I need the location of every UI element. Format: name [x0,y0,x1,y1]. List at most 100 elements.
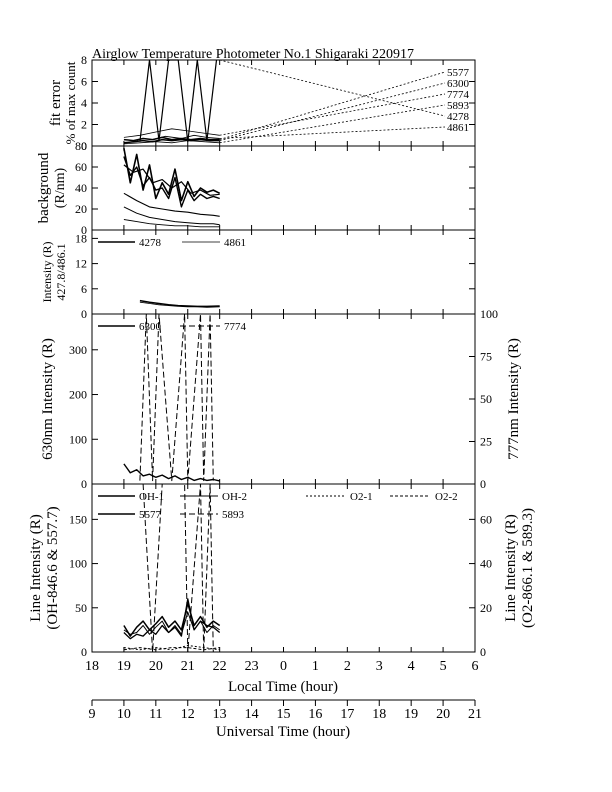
fit-legend-5577: 5577 [447,67,470,79]
legend-5577-label: 5577 [139,509,162,521]
x-local-label: Local Time (hour) [228,679,338,695]
x-local-tick-label-11: 5 [440,659,447,674]
x-local-tick-label-0: 18 [85,659,99,674]
fit-ylabel-1: fit error [48,80,64,126]
fit-series-3 [123,140,220,145]
fit-ylabel-2: % of max count [63,61,78,144]
bg-series-4 [123,206,220,226]
x-ut-tick-label-2: 11 [149,707,162,722]
line-ytick-label-2: 100 [69,557,87,571]
bg-ytick-label-0: 0 [81,223,87,237]
legend-7774-label: 7774 [224,321,247,333]
i630-y2tick-label-0: 0 [480,477,486,491]
legend-4861-label: 4861 [224,237,246,249]
legend-o22-label: O2-2 [435,491,458,503]
legend-6300-label: 6300 [139,321,162,333]
fit-legend-connector-5 [219,126,446,139]
x-local-tick-label-1: 19 [117,659,131,674]
i427-series-4278 [139,299,220,308]
x-ut-label: Universal Time (hour) [216,724,350,740]
fit-legend-7774: 7774 [447,89,470,101]
x-ut-tick-label-4: 13 [213,707,227,722]
i427-ytick-label-3: 18 [75,231,87,245]
line-series-5577 [123,598,221,640]
legend-5893-label: 5893 [222,509,245,521]
panel-i630-frame [91,313,476,485]
line-y2tick-label-3: 60 [480,512,492,526]
line-y2label-2: (O2-866.1 & 589.3) [520,508,536,628]
line-series-5893 [142,483,214,653]
i630-ytick-label-1: 100 [69,432,87,446]
fit-ytick-label-3: 6 [81,75,87,89]
x-local-tick-label-2: 20 [149,659,163,674]
x-local-tick-label-7: 1 [312,659,319,674]
fit-legend-5893: 5893 [447,100,470,112]
line-ylabel-2: (OH-846.6 & 557.7) [45,506,61,629]
legend-oh1-label: OH-1 [139,491,164,503]
fit-ytick-label-0: 0 [81,139,87,153]
i630-y2label: 777nm Intensity (R) [506,338,522,460]
line-y2tick-label-1: 20 [480,601,492,615]
x-local-tick-label-4: 22 [213,659,227,674]
fit-legend-4861: 4861 [447,122,469,134]
x-local-tick-label-10: 4 [408,659,415,674]
line-y2tick-label-0: 0 [480,645,486,659]
x-ut-tick-label-7: 16 [308,707,322,722]
line-ylabel-1: Line Intensity (R) [28,514,44,621]
x-ut-tick-label-3: 12 [181,707,195,722]
bg-ytick-label-1: 20 [75,202,87,216]
i427-ytick-label-0: 0 [81,307,87,321]
x-local-tick-label-3: 21 [181,659,195,674]
x-local-tick-label-6: 0 [280,659,287,674]
i630-ytick-label-0: 0 [81,477,87,491]
i630-series-7774 [139,313,214,482]
i630-ytick-label-2: 200 [69,388,87,402]
bg-ytick-label-2: 40 [75,181,87,195]
fit-ytick-label-2: 4 [81,96,87,110]
fit-ytick-label-1: 2 [81,118,87,132]
line-ytick-label-3: 150 [69,512,87,526]
fit-legend-connector-2 [219,93,446,136]
bg-series-5 [123,219,220,228]
fit-legend-6300: 6300 [447,78,470,90]
line-ytick-label-1: 50 [75,601,87,615]
chart-title: Airglow Temperature Photometer No.1 Shig… [92,47,414,62]
line-series-OH-1 [123,602,221,637]
x-ut-tick-label-10: 19 [404,707,418,722]
x-local-tick-label-8: 2 [344,659,351,674]
legend-oh2-label: OH-2 [222,491,247,503]
i630-y2tick-label-1: 25 [480,435,492,449]
fit-series-5 [152,134,220,141]
legend-4278-label: 4278 [139,237,162,249]
fit-series-4 [139,59,218,143]
i427-ytick-label-2: 12 [75,257,87,271]
bg-series-0 [123,147,221,202]
bg-series-2 [123,164,220,196]
i630-y2tick-label-4: 100 [480,307,498,321]
axis-ticks: 0246802040608006121801002003000255075100… [69,53,498,674]
x-ut-tick-label-12: 21 [468,707,482,722]
x-ut-tick-label-1: 10 [117,707,131,722]
i630-ylabel: 630nm Intensity (R) [40,338,56,460]
bg-ytick-label-3: 60 [75,160,87,174]
x-ut-tick-label-11: 20 [436,707,450,722]
x-ut-tick-label-5: 14 [245,707,259,722]
x-ut-tick-label-0: 9 [89,707,96,722]
legend-o21-label: O2-1 [350,491,373,503]
fit-legend-connector-1 [219,82,446,142]
line-y2tick-label-2: 40 [480,557,492,571]
ut-axis-ticks: 9 10 11 12 13 14 15 16 17 18 19 20 21 [89,700,482,722]
line-y2label-1: Line Intensity (R) [503,514,519,621]
line-ytick-label-0: 0 [81,645,87,659]
x-ut-tick-label-8: 17 [340,707,354,722]
x-local-tick-label-12: 6 [472,659,479,674]
i630-y2tick-label-3: 75 [480,350,492,364]
fit-legend-connector-0 [219,71,446,140]
i427-series-4861 [139,301,220,308]
data-series [123,59,446,653]
fit-series-2 [123,128,220,138]
bg-ytick-label-4: 80 [75,139,87,153]
fit-legend-connector-4 [219,59,446,117]
bg-ylabel-1: background [36,152,52,223]
